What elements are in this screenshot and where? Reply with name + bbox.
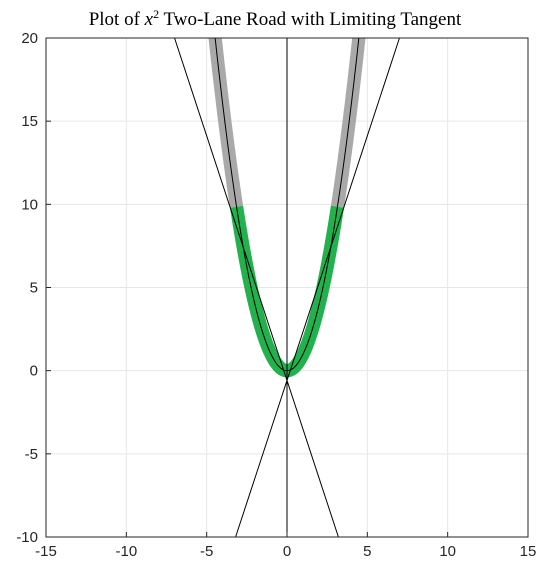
title-prefix: Plot of [89, 9, 145, 30]
y-tick-label: 20 [21, 30, 38, 47]
x-tick-label: 15 [520, 543, 537, 560]
series-layer [174, 38, 400, 537]
y-tick-label: -10 [16, 529, 38, 546]
y-tick-label: -5 [25, 446, 38, 463]
y-tick-label: 10 [21, 196, 38, 213]
chart-title: Plot of x2 Two-Lane Road with Limiting T… [89, 7, 462, 30]
title-variable: x [144, 9, 154, 30]
x-tick-label: 5 [363, 543, 371, 560]
x-tick-label: 0 [283, 543, 291, 560]
y-tick-label: 5 [30, 280, 38, 297]
x-tick-label: -15 [35, 543, 57, 560]
y-tick-label: 0 [30, 363, 38, 380]
x-tick-label: -10 [115, 543, 137, 560]
title-suffix: Two-Lane Road with Limiting Tangent [159, 9, 462, 30]
tangent-left [174, 38, 339, 537]
tangent-right [235, 38, 400, 537]
x-tick-label: -5 [200, 543, 213, 560]
x-tick-label: 10 [439, 543, 456, 560]
title-exponent: 2 [153, 7, 159, 21]
y-tick-label: 15 [21, 113, 38, 130]
